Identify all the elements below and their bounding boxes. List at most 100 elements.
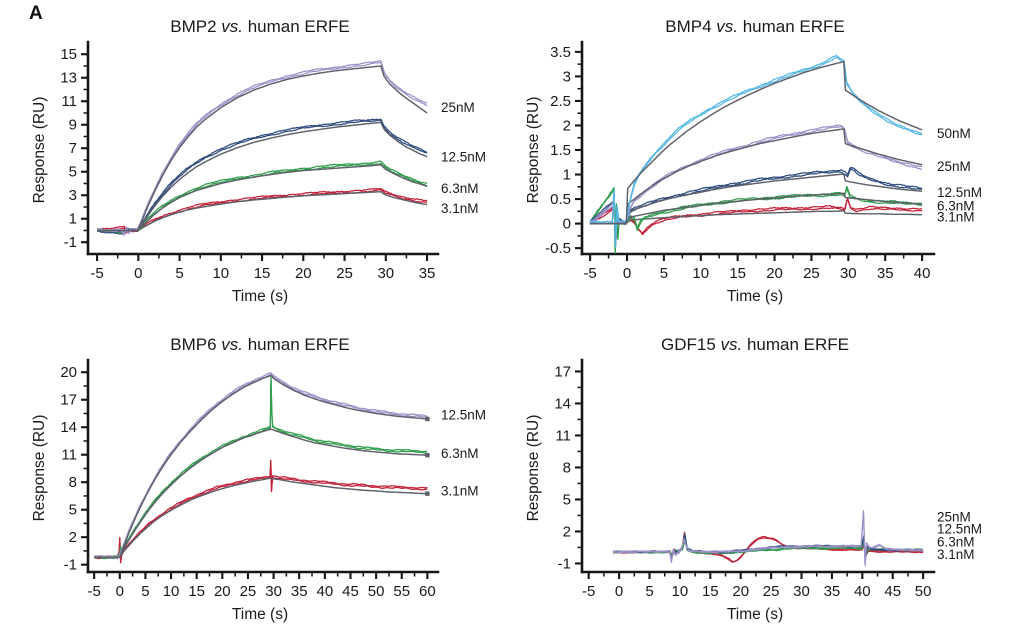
x-tick-label: 40 bbox=[317, 583, 334, 600]
series-bmp6-6.3nM-fit bbox=[94, 428, 428, 559]
x-tick-label: 5 bbox=[175, 265, 183, 282]
y-tick-label: 2.5 bbox=[550, 93, 571, 110]
x-axis-title: Time (s) bbox=[232, 288, 288, 305]
y-tick-label: 5 bbox=[69, 164, 77, 181]
series-label-3.1nM: 3.1nM bbox=[441, 201, 479, 216]
y-axis-title: Response (RU) bbox=[525, 97, 542, 204]
x-tick-label: 20 bbox=[732, 583, 749, 600]
y-tick-label: 8 bbox=[69, 474, 77, 491]
series-label-12.5nM: 12.5nM bbox=[937, 185, 982, 200]
y-tick-label: 1 bbox=[69, 211, 77, 228]
y-tick-label: 5 bbox=[69, 502, 77, 519]
y-tick-label: 20 bbox=[60, 364, 77, 381]
y-tick-label: 17 bbox=[60, 392, 77, 409]
ticks bbox=[81, 53, 429, 261]
y-tick-label: -1 bbox=[64, 234, 77, 251]
y-tick-label: 8 bbox=[563, 459, 571, 476]
chart-canvas-bmp4: -5 0 5 10 15 20 25 30 35 40 -0.5 0 0.5 1 1.5 2 2.5 3 3.5 BM… bbox=[525, 17, 982, 305]
series-bmp2-3.1nM-fit bbox=[97, 190, 428, 232]
x-tick-label: -5 bbox=[582, 583, 595, 600]
x-tick-label: 45 bbox=[342, 583, 359, 600]
series-label-6.3nM: 6.3nM bbox=[937, 535, 975, 550]
y-tick-label: 11 bbox=[61, 93, 77, 110]
series-bmp2-6.3nM bbox=[96, 160, 428, 234]
x-tick-label: 0 bbox=[134, 265, 142, 282]
series-label-6.3nM: 6.3nM bbox=[441, 446, 479, 461]
y-tick-label: 2 bbox=[563, 523, 571, 540]
x-tick-label: 5 bbox=[645, 583, 653, 600]
series-label-12.5nM: 12.5nM bbox=[937, 521, 982, 536]
series-bmp4-25nM bbox=[589, 125, 923, 243]
x-tick-label: 55 bbox=[393, 583, 410, 600]
series-bmp4-50nM bbox=[589, 54, 923, 246]
ticks bbox=[575, 370, 925, 579]
series-bmp4-25nM-fit bbox=[590, 128, 923, 225]
y-tick-label: 14 bbox=[554, 395, 571, 412]
chart-bmp4-vs-human-erfe: -5 0 5 10 15 20 25 30 35 40 -0.5 0 0.5 1 1.5 2 2.5 3 3.5 BM… bbox=[516, 10, 1012, 317]
x-tick-label: 60 bbox=[419, 583, 436, 600]
y-axis-title: Response (RU) bbox=[31, 97, 48, 204]
series-bmp6-12.5nM bbox=[94, 372, 428, 558]
series-bmp2-12.5nM-fit bbox=[97, 121, 428, 232]
x-tick-label: 10 bbox=[163, 583, 180, 600]
y-tick-label: 7 bbox=[69, 140, 77, 157]
x-tick-label: 45 bbox=[884, 583, 901, 600]
x-tick-label: 15 bbox=[188, 583, 205, 600]
series-bmp6-6.3nM bbox=[94, 376, 428, 558]
series-label-3.1nM: 3.1nM bbox=[937, 547, 975, 562]
series-bmp4-50nM-fit bbox=[590, 60, 923, 225]
x-tick-label: 25 bbox=[763, 583, 780, 600]
y-tick-label: 11 bbox=[61, 447, 77, 464]
series-bmp4-12.5nM-fit bbox=[590, 173, 923, 225]
y-tick-label: 1 bbox=[563, 167, 571, 184]
series-label-25nM: 25nM bbox=[937, 159, 971, 174]
series-label-25nM: 25nM bbox=[441, 100, 475, 115]
x-tick-label: 35 bbox=[877, 265, 894, 282]
y-tick-label: 14 bbox=[60, 419, 77, 436]
ticks bbox=[81, 371, 429, 579]
chart-title: BMP2 vs. human ERFE bbox=[170, 17, 350, 36]
x-tick-label: 40 bbox=[854, 583, 871, 600]
x-tick-label: 30 bbox=[840, 265, 857, 282]
series-bmp6-6.3nM bbox=[94, 378, 428, 560]
x-tick-label: -5 bbox=[583, 265, 596, 282]
x-tick-label: 15 bbox=[729, 265, 746, 282]
chart-bmp6-vs-human-erfe: -5 0 5 10 15 20 25 30 35 40 45 50 55 60 -1 2 5 8 11 14 17 20 B… bbox=[22, 328, 508, 635]
x-axis-title: Time (s) bbox=[727, 606, 783, 623]
x-axis-title: Time (s) bbox=[232, 606, 288, 623]
series-bmp4-12.5nM bbox=[589, 166, 923, 239]
series-bmp6-12.5nM-fit bbox=[94, 374, 428, 559]
y-tick-label: -1 bbox=[64, 557, 77, 574]
series-label-6.3nM: 6.3nM bbox=[441, 181, 479, 196]
x-tick-label: 50 bbox=[915, 583, 932, 600]
series-bmp2-25nM bbox=[97, 60, 428, 235]
x-tick-label: 30 bbox=[793, 583, 810, 600]
y-tick-label: 0.5 bbox=[550, 191, 571, 208]
y-tick-label: 3 bbox=[69, 187, 77, 204]
chart-title: GDF15 vs. human ERFE bbox=[661, 335, 849, 354]
y-tick-label: 9 bbox=[69, 117, 77, 134]
y-tick-label: 1.5 bbox=[550, 142, 571, 159]
series-label-25nM: 25nM bbox=[937, 510, 971, 525]
x-tick-label: 0 bbox=[623, 265, 631, 282]
axes bbox=[86, 358, 440, 574]
y-tick-label: 5 bbox=[563, 491, 571, 508]
series-label-3.1nM: 3.1nM bbox=[441, 483, 479, 498]
x-tick-label: 10 bbox=[692, 265, 709, 282]
series-bmp2-12.5nM bbox=[97, 118, 428, 233]
fit-end-marker bbox=[425, 491, 430, 496]
series-bmp6-3.1nM bbox=[93, 460, 428, 564]
x-tick-label: 35 bbox=[291, 583, 308, 600]
y-tick-label: -1 bbox=[558, 555, 571, 572]
series-bmp6-3.1nM-fit bbox=[94, 477, 428, 559]
x-tick-label: 20 bbox=[295, 265, 312, 282]
series-bmp4-3.1nM bbox=[589, 197, 923, 247]
chart-title: BMP6 vs. human ERFE bbox=[170, 335, 350, 354]
x-tick-label: 20 bbox=[766, 265, 783, 282]
series-bmp2-25nM-fit bbox=[97, 65, 428, 232]
y-tick-label: 11 bbox=[555, 427, 571, 444]
y-tick-label: 3.5 bbox=[550, 44, 571, 61]
y-tick-label: 13 bbox=[60, 70, 77, 87]
x-tick-label: 35 bbox=[824, 583, 841, 600]
